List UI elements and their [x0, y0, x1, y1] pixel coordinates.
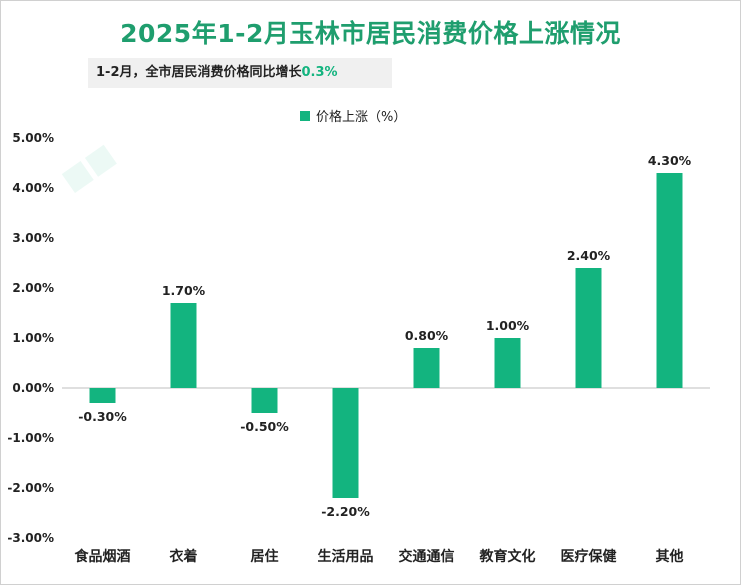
- chart-subtitle: 1-2月，全市居民消费价格同比增长0.3%: [88, 58, 392, 88]
- y-tick-label: 2.00%: [12, 281, 54, 295]
- data-label: 1.70%: [162, 283, 206, 298]
- bar: [656, 173, 683, 388]
- y-tick-label: 0.00%: [12, 381, 54, 395]
- legend-label: 价格上涨（%）: [316, 110, 407, 125]
- data-label: 2.40%: [567, 248, 611, 263]
- x-category-label: 医疗保健: [561, 548, 617, 565]
- subtitle-text: 1-2月，全市居民消费价格同比增长: [96, 65, 302, 80]
- data-label: -0.30%: [78, 409, 127, 424]
- bar: [413, 348, 440, 388]
- y-tick-label: 1.00%: [12, 331, 54, 345]
- x-category-label: 食品烟酒: [75, 548, 131, 565]
- y-tick-label: -3.00%: [7, 531, 54, 545]
- bar: [575, 268, 602, 388]
- bar: [251, 388, 278, 413]
- data-label: 1.00%: [486, 318, 530, 333]
- bar: [332, 388, 359, 498]
- bar: [494, 338, 521, 388]
- x-category-label: 教育文化: [480, 548, 536, 565]
- data-label: 0.80%: [405, 328, 449, 343]
- subtitle-value: 0.3%: [301, 65, 338, 80]
- bar: [170, 303, 197, 388]
- x-category-label: 生活用品: [318, 548, 374, 565]
- data-label: 4.30%: [648, 153, 692, 168]
- chart-title: 2025年1-2月玉林市居民消费价格上涨情况: [120, 19, 621, 48]
- y-tick-label: -2.00%: [7, 481, 54, 495]
- y-tick-label: -1.00%: [7, 431, 54, 445]
- x-category-label: 居住: [251, 548, 279, 565]
- y-tick-label: 4.00%: [12, 181, 54, 195]
- data-label: -2.20%: [321, 504, 370, 519]
- x-category-label: 衣着: [170, 548, 198, 565]
- chart-legend: 价格上涨（%）: [300, 106, 406, 125]
- data-label: -0.50%: [240, 419, 289, 434]
- y-tick-label: 5.00%: [12, 131, 54, 145]
- x-category-label: 其他: [656, 548, 684, 565]
- x-category-label: 交通通信: [399, 548, 455, 565]
- y-tick-label: 3.00%: [12, 231, 54, 245]
- legend-swatch: [300, 110, 310, 121]
- bar: [89, 388, 116, 403]
